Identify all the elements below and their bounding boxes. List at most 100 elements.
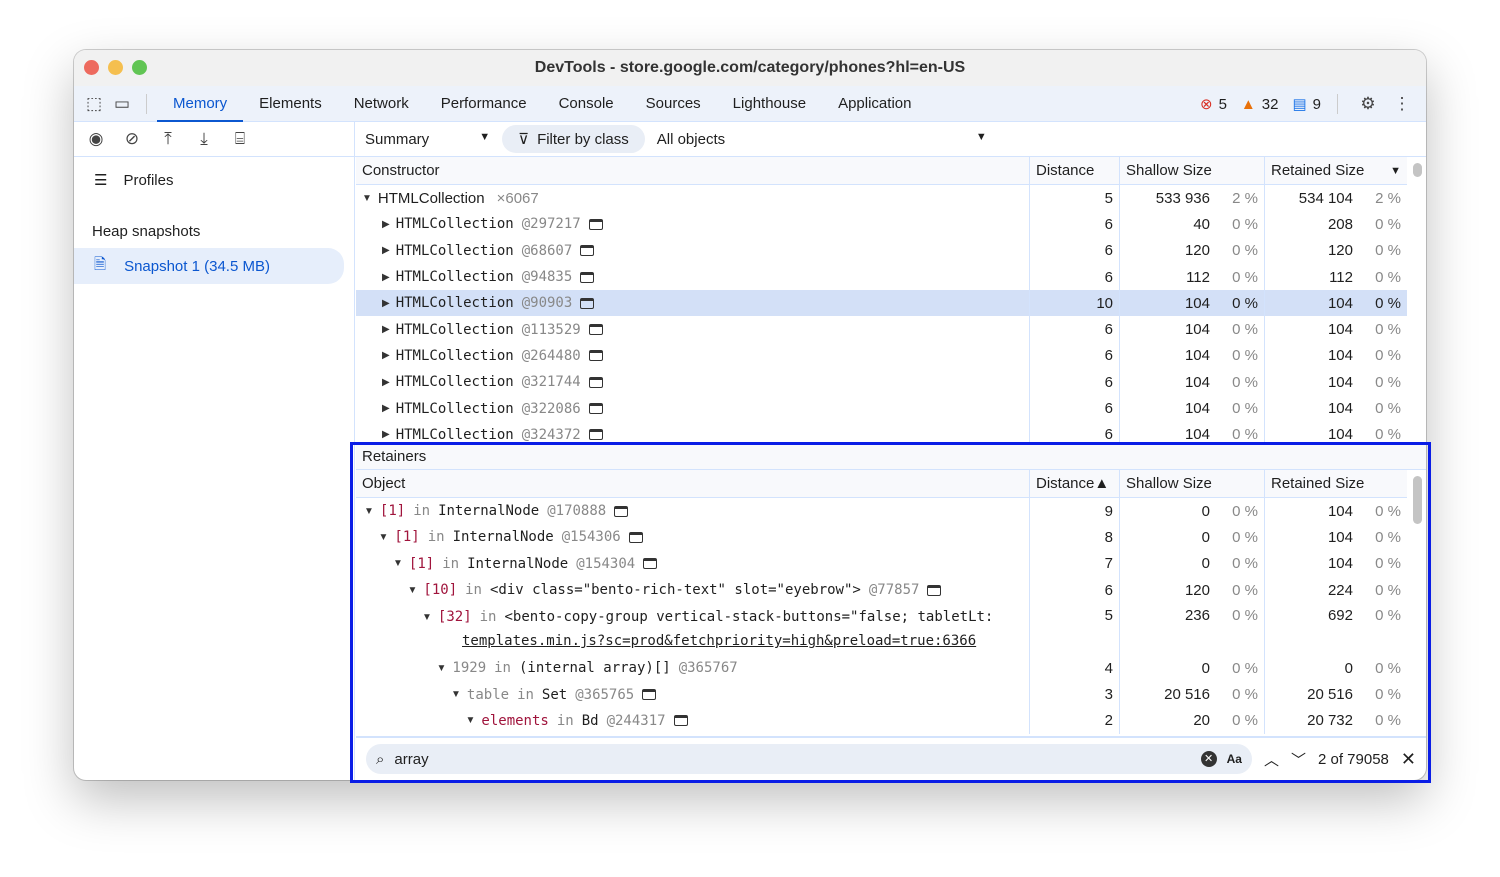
inspect-element-icon[interactable]: ⬚ [85,93,103,113]
reveal-in-panel-icon[interactable] [673,715,688,727]
expanded-triangle-icon[interactable]: ▼ [362,192,372,204]
retainer-row[interactable]: ▼ table in Set @365765 3 20 516 0 % 20 516 0 % [356,681,1407,708]
clear-search-icon[interactable]: ✕ [1200,751,1217,767]
next-match-icon[interactable]: ﹀ [1290,751,1306,769]
match-case-button[interactable]: Aa [1226,752,1242,766]
objects-select[interactable]: All objects ▼ [656,130,987,148]
close-search-icon[interactable]: ✕ [1400,748,1416,769]
download-icon[interactable]: ⤓ [200,129,208,148]
expanded-triangle-icon[interactable]: ▼ [451,689,461,701]
group-row[interactable]: ▼ HTMLCollection ×6067 5 533 936 2 % 534 104 2 … [356,185,1407,212]
more-options-icon[interactable]: ⋮ [1393,94,1411,113]
filter-by-class-input[interactable]: ⊽ Filter by class [502,125,645,153]
message-icon[interactable]: ▤ [1292,96,1307,113]
collapsed-triangle-icon[interactable]: ▶ [382,350,390,362]
tab-network[interactable]: Network [353,94,409,112]
retainer-row[interactable]: ▼ [1] in InternalNode @154306 8 0 0 % 104 0 % [356,524,1407,551]
retainer-row[interactable]: ▼ [10] in <div class="bento-rich-text" slot… [356,576,1407,604]
retainer-row[interactable]: ▼ 1929 in (internal array)[] @365767 4 0 0 % 0 0 … [356,655,1407,682]
table-row[interactable]: ▶ HTMLCollection @321744 6 104 0 % 104 0 % [356,369,1407,396]
minimize-window-button[interactable] [108,60,123,75]
table-row[interactable]: ▶ HTMLCollection @113529 6 104 0 % 104 0 % [356,316,1407,343]
view-select[interactable]: Summary ▼ [365,130,491,148]
retainer-row[interactable]: ▼ elements in Bd @244317 2 20 0 % 20 732 0 % [356,707,1407,735]
column-header[interactable]: Object [356,470,1030,497]
reveal-in-panel-icon[interactable] [588,429,603,441]
expanded-triangle-icon[interactable]: ▼ [436,662,447,674]
reveal-in-panel-icon[interactable] [927,584,942,596]
record-icon[interactable]: ◉ [88,129,104,148]
tab-application[interactable]: Application [838,94,912,112]
retainer-row[interactable]: ▼ [1] in InternalNode @170888 9 0 0 % 104 0 % [356,498,1407,525]
collapsed-triangle-icon[interactable]: ▶ [382,376,390,388]
upload-icon[interactable]: ⤒ [164,129,172,148]
collapsed-triangle-icon[interactable]: ▶ [382,297,390,309]
settings-gear-icon[interactable]: ⚙ [1360,94,1376,113]
collapsed-triangle-icon[interactable]: ▶ [382,324,390,336]
previous-match-icon[interactable]: ︿ [1263,751,1279,769]
tab-elements[interactable]: Elements [259,94,322,112]
warning-icon[interactable]: ▲ [1240,95,1256,113]
error-count[interactable]: 5 [1218,95,1227,113]
column-header[interactable]: Retained Size [1271,475,1365,492]
column-header[interactable]: Distance▲ [1030,470,1120,497]
column-header[interactable]: Retained Size ▼ [1265,157,1407,184]
retainers-scrollbar[interactable] [1413,476,1422,524]
maximize-window-button[interactable] [132,60,147,75]
table-row[interactable]: ▶ HTMLCollection @90903 10 104 0 % 104 0 % [356,290,1407,317]
snapshot-item[interactable]: 🗎 Snapshot 1 (34.5 MB) [74,248,344,284]
reveal-in-panel-icon[interactable] [588,376,603,388]
clear-icon[interactable]: ⊘ [124,129,140,148]
collapsed-triangle-icon[interactable]: ▶ [382,218,390,230]
source-link[interactable]: templates.min.js?sc=prod&fetchpriority=h… [462,633,977,650]
table-row[interactable]: ▶ HTMLCollection @264480 6 104 0 % 104 0 % [356,342,1407,370]
reveal-in-panel-icon[interactable] [580,245,595,257]
column-header[interactable]: Shallow Size [1120,470,1265,497]
reveal-in-panel-icon[interactable] [588,403,603,415]
reveal-in-panel-icon[interactable] [614,505,629,517]
reveal-in-panel-icon[interactable] [643,558,658,570]
garbage-collect-broom-icon[interactable]: ⌸ [234,129,246,148]
message-count[interactable]: 9 [1312,95,1321,113]
collapsed-triangle-icon[interactable]: ▶ [382,429,390,441]
retainer-row[interactable]: ▼ [1] in InternalNode @154304 7 0 0 % 104 0 % [356,550,1407,577]
reveal-in-panel-icon[interactable] [628,531,643,543]
expanded-triangle-icon[interactable]: ▼ [393,558,403,570]
tab-performance[interactable]: Performance [440,94,527,112]
collapsed-triangle-icon[interactable]: ▶ [382,245,390,257]
expanded-triangle-icon[interactable]: ▼ [407,584,418,596]
reveal-in-panel-icon[interactable] [588,324,603,336]
column-header[interactable]: Constructor [356,157,1030,184]
reveal-in-panel-icon[interactable] [580,297,595,309]
distance-value: 5 [1104,189,1113,207]
reveal-in-panel-icon[interactable] [642,689,657,701]
table-row[interactable]: ▶ HTMLCollection @322086 6 104 0 % 104 0 % [356,395,1407,422]
table-row[interactable]: ▶ HTMLCollection @94835 6 112 0 % 112 0 % [356,263,1407,291]
reveal-in-panel-icon[interactable] [588,218,603,230]
reveal-in-panel-icon[interactable] [588,350,603,362]
device-toolbar-icon[interactable]: ▭ [113,93,131,113]
sort-desc-icon[interactable]: ▼ [1390,164,1401,177]
tab-lighthouse[interactable]: Lighthouse [732,94,807,112]
collapsed-triangle-icon[interactable]: ▶ [382,271,390,283]
close-window-button[interactable] [84,60,99,75]
search-input[interactable]: ⌕ array ✕ Aa [366,744,1252,774]
table-row[interactable]: ▶ HTMLCollection @68607 6 120 0 % 120 0 % [356,237,1407,264]
table-row[interactable]: ▶ HTMLCollection @324372 6 104 0 % 104 0 % [356,421,1407,442]
retainer-row[interactable]: ▼ [32] in <bento-copy-group vertical-stack-… [356,603,1407,656]
collapsed-triangle-icon[interactable]: ▶ [382,403,390,415]
column-header[interactable]: Shallow Size [1120,157,1265,184]
column-header[interactable]: Distance [1030,157,1120,184]
expanded-triangle-icon[interactable]: ▼ [465,715,476,727]
expanded-triangle-icon[interactable]: ▼ [422,611,432,623]
reveal-in-panel-icon[interactable] [580,271,595,283]
summary-scrollbar[interactable] [1413,163,1422,177]
tab-sources[interactable]: Sources [645,94,701,112]
expanded-triangle-icon[interactable]: ▼ [364,505,374,517]
warning-count[interactable]: 32 [1261,95,1279,113]
tab-memory[interactable]: Memory [157,86,244,122]
table-row[interactable]: ▶ HTMLCollection @297217 6 40 0 % 208 0 % [356,211,1407,238]
expanded-triangle-icon[interactable]: ▼ [378,531,389,543]
tab-console[interactable]: Console [558,94,614,112]
error-icon[interactable]: ⊗ [1200,96,1213,113]
